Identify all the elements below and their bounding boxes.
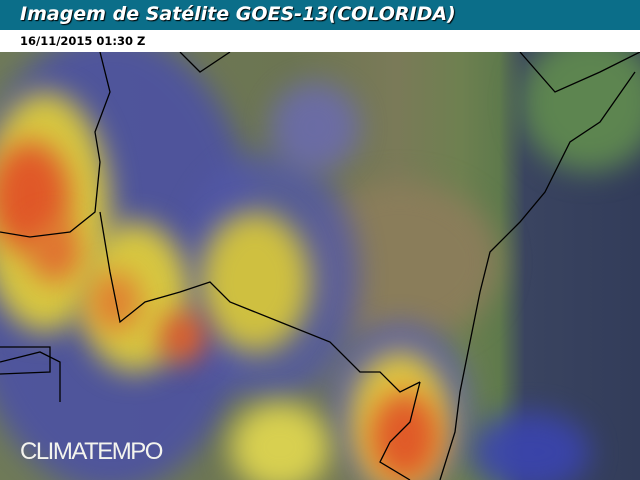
cloud-mid <box>200 212 310 352</box>
satellite-image <box>0 52 640 480</box>
cloud-high <box>90 272 140 332</box>
cloud-high <box>160 312 205 362</box>
title-bar: Imagem de Satélite GOES-13(COLORIDA) <box>0 0 640 30</box>
page-title: Imagem de Satélite GOES-13(COLORIDA) <box>20 3 456 25</box>
timestamp-bar: 16/11/2015 01:30 Z <box>0 30 640 52</box>
cloud-high <box>370 392 440 480</box>
cloud-low <box>270 82 360 172</box>
cloud-mid <box>230 402 330 480</box>
climatempo-logo: CLIMATEMPO <box>20 438 163 465</box>
political-borders <box>0 52 640 480</box>
timestamp: 16/11/2015 01:30 Z <box>20 34 146 48</box>
cloud-high <box>30 222 80 282</box>
cloud-low <box>470 412 590 480</box>
